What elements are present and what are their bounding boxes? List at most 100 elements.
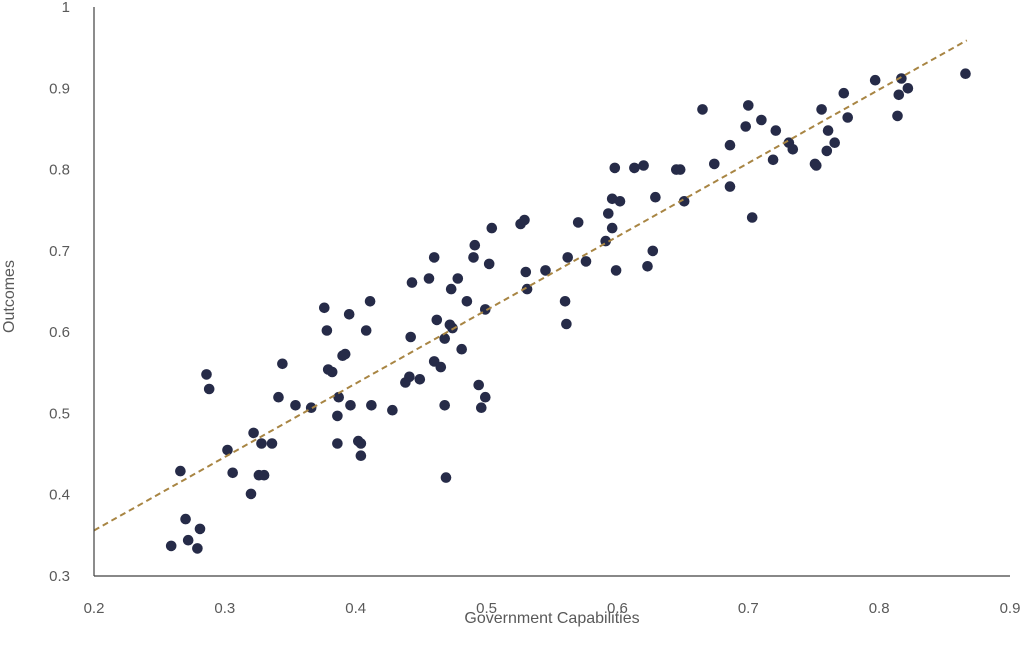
data-point — [445, 283, 457, 295]
data-point — [724, 139, 736, 151]
data-point — [638, 160, 649, 171]
data-point — [821, 145, 833, 157]
data-point — [740, 121, 751, 132]
data-point — [724, 181, 736, 192]
data-point — [540, 265, 551, 276]
y-axis-title: Outcomes — [1, 260, 18, 333]
data-point — [960, 68, 971, 79]
data-point — [258, 469, 270, 481]
data-point — [405, 331, 417, 343]
data-point — [192, 543, 203, 554]
data-point — [345, 400, 356, 411]
data-point — [614, 196, 626, 207]
data-point — [892, 110, 903, 122]
data-point — [428, 252, 440, 263]
data-point — [431, 314, 443, 326]
data-point — [435, 361, 447, 373]
data-point — [697, 104, 708, 115]
data-point — [709, 158, 720, 170]
x-axis-ticks: 0.2 0.3 0.4 0.5 0.6 0.7 0.8 0.9 — [84, 600, 1021, 617]
data-point — [893, 89, 905, 101]
x-tick-label: 0.8 — [869, 600, 890, 617]
data-point — [629, 162, 640, 174]
data-point — [787, 144, 799, 155]
x-axis-title: Government Capabilities — [464, 610, 639, 627]
data-point — [572, 217, 584, 228]
data-point — [674, 164, 686, 175]
data-point — [245, 488, 257, 500]
data-point — [756, 114, 767, 126]
data-point — [203, 383, 215, 395]
data-point — [746, 212, 758, 223]
y-tick-label: 0.9 — [49, 80, 70, 97]
data-point — [321, 325, 333, 336]
data-point — [469, 239, 481, 251]
data-point — [343, 309, 355, 320]
trendline — [93, 39, 968, 532]
data-point — [838, 87, 850, 99]
data-point — [290, 400, 301, 411]
data-point — [829, 137, 840, 148]
y-tick-label: 0.8 — [49, 162, 70, 179]
data-point — [387, 404, 398, 416]
data-point — [355, 438, 367, 449]
data-point — [476, 402, 487, 414]
data-point — [201, 369, 212, 380]
y-tick-label: 0.3 — [49, 568, 70, 585]
data-point — [519, 214, 530, 226]
data-point — [452, 273, 464, 284]
y-tick-label: 0.6 — [49, 324, 70, 341]
y-tick-label: 0.5 — [49, 405, 70, 422]
data-point — [561, 318, 572, 330]
y-axis-ticks: 0.3 0.4 0.5 0.6 0.7 0.8 0.9 1 — [49, 0, 70, 585]
data-point — [273, 391, 284, 403]
data-points — [165, 68, 971, 554]
data-point — [423, 273, 435, 284]
data-point — [869, 74, 881, 86]
data-point — [414, 374, 426, 385]
data-point — [182, 534, 194, 546]
data-point — [440, 472, 452, 483]
data-point — [333, 391, 345, 403]
data-point — [842, 112, 853, 123]
data-point — [326, 366, 338, 378]
data-point — [603, 208, 614, 219]
data-point — [175, 465, 186, 477]
data-point — [647, 245, 659, 257]
data-point — [364, 296, 376, 307]
data-point — [559, 296, 571, 307]
data-point — [339, 348, 351, 360]
data-point — [406, 277, 418, 288]
data-point — [678, 196, 690, 207]
data-point — [811, 160, 822, 171]
data-point — [743, 100, 754, 111]
data-point — [439, 333, 451, 344]
x-tick-label: 0.4 — [345, 600, 366, 617]
x-tick-label: 0.7 — [738, 600, 759, 617]
x-tick-label: 0.5 — [476, 600, 497, 617]
data-point — [609, 162, 621, 174]
data-point — [468, 252, 479, 263]
x-tick-label: 0.3 — [214, 600, 235, 617]
x-tick-label: 0.2 — [84, 600, 105, 617]
x-tick-label: 0.6 — [607, 600, 628, 617]
x-tick-label: 0.9 — [1000, 600, 1021, 617]
data-point — [580, 256, 592, 267]
data-point — [606, 222, 618, 234]
data-point — [266, 438, 278, 449]
data-point — [770, 125, 782, 136]
data-point — [767, 154, 779, 166]
data-point — [610, 265, 622, 276]
data-point — [332, 410, 343, 422]
data-point — [483, 258, 495, 270]
data-point — [222, 444, 233, 456]
data-point — [896, 73, 907, 84]
y-tick-label: 1 — [62, 0, 70, 16]
data-point — [277, 358, 288, 370]
y-tick-label: 0.4 — [49, 487, 70, 504]
data-point — [439, 400, 451, 411]
data-point — [319, 302, 330, 314]
data-point — [520, 266, 532, 278]
data-point — [822, 125, 834, 136]
